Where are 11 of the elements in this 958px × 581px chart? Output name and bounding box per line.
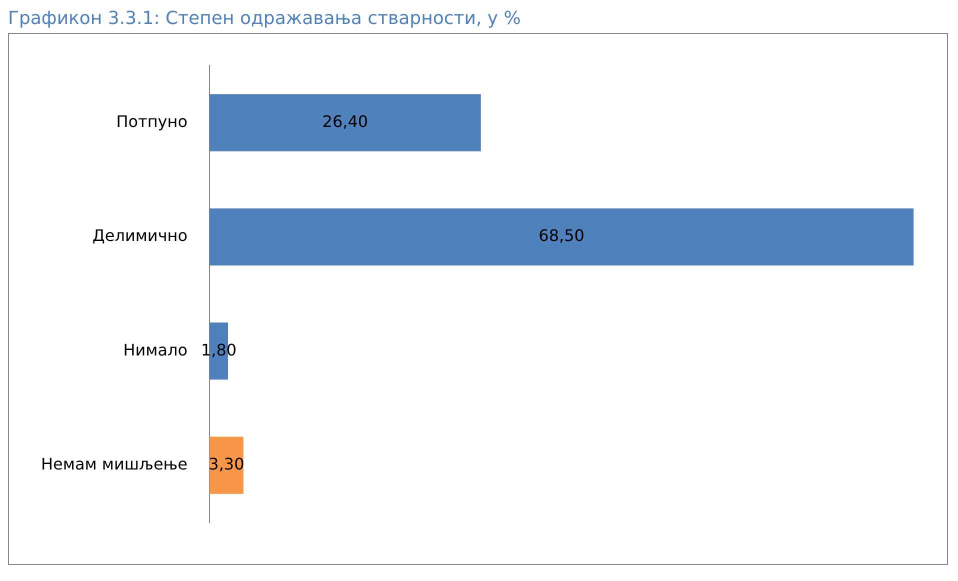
- data-label: 68,50: [538, 226, 584, 246]
- bar: [210, 94, 481, 152]
- y-tick-label: Нимало: [123, 340, 188, 360]
- data-label: 3,30: [208, 454, 244, 474]
- y-tick-label: Делимично: [92, 226, 188, 246]
- y-tick-label: Немам мишљење: [41, 454, 188, 474]
- bar: [210, 436, 244, 494]
- y-tick-label: Потпуно: [116, 112, 188, 131]
- bar: [210, 208, 914, 266]
- data-label: 26,40: [322, 112, 368, 131]
- chart-title: Графикон 3.3.1: Степен одражавања стварности, у %: [8, 8, 522, 29]
